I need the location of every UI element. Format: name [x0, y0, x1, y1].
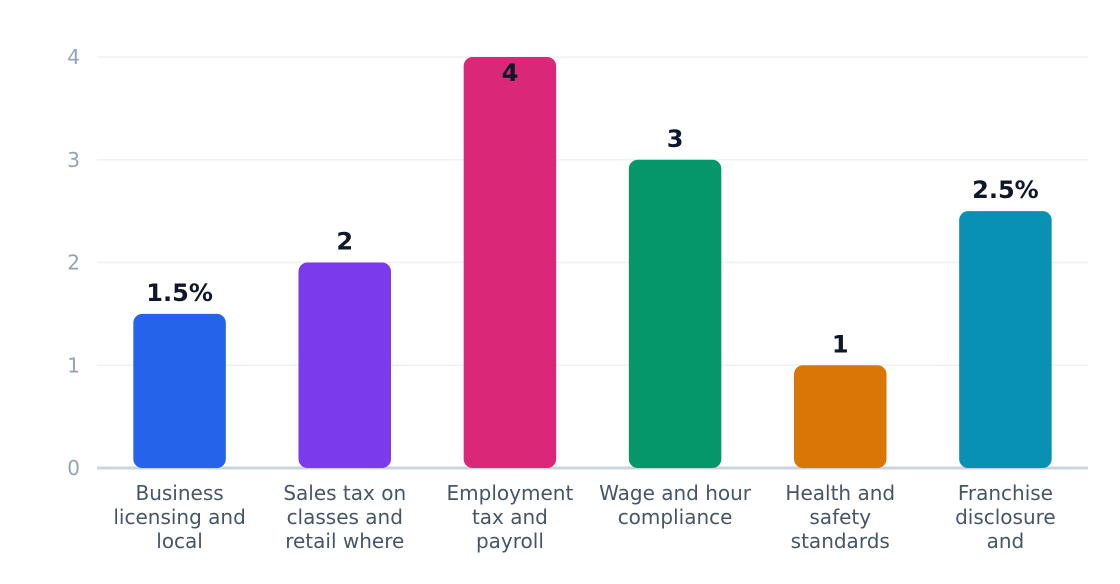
x-tick-label: payroll: [476, 529, 544, 553]
y-tick-label: 1: [67, 353, 80, 377]
gridlines: [97, 56, 1088, 470]
y-axis: 0 1 2 3 4: [67, 45, 80, 480]
data-labels: 1.5% 2 4 3 1 2.5%: [146, 59, 1038, 358]
x-tick-label: retail where: [285, 529, 404, 553]
x-tick-label: Sales tax on: [283, 481, 406, 505]
x-tick-label: tax and: [472, 505, 548, 529]
bar: [628, 159, 722, 468]
x-tick-label: compliance: [618, 505, 733, 529]
x-tick-label: Health and: [785, 481, 895, 505]
bar: [463, 57, 557, 468]
data-label: 2: [336, 228, 353, 256]
bar: [133, 313, 226, 468]
x-tick-label: Wage and hour: [599, 481, 752, 505]
y-tick-label: 3: [67, 148, 80, 172]
y-tick-label: 4: [67, 45, 80, 69]
x-tick-label: classes and: [287, 505, 403, 529]
x-tick-label: Employment: [447, 481, 574, 505]
x-tick-label: licensing and: [113, 505, 245, 529]
bars: [133, 57, 1052, 468]
data-label: 3: [667, 125, 684, 153]
bar: [794, 365, 887, 468]
x-tick-label: Franchise: [958, 481, 1053, 505]
x-tick-label: disclosure: [955, 505, 1056, 529]
bar: [959, 211, 1052, 468]
bar: [298, 262, 391, 468]
x-tick-label: standards: [791, 529, 890, 553]
data-label: 4: [502, 59, 519, 87]
y-tick-label: 2: [67, 251, 80, 275]
data-label: 1: [832, 330, 849, 358]
x-tick-label: local: [156, 529, 203, 553]
y-tick-label: 0: [67, 456, 80, 480]
x-tick-label: Business: [135, 481, 223, 505]
data-label: 2.5%: [972, 176, 1039, 204]
x-tick-label: safety: [809, 505, 871, 529]
data-label: 1.5%: [146, 279, 213, 307]
x-tick-label: and: [987, 529, 1025, 553]
